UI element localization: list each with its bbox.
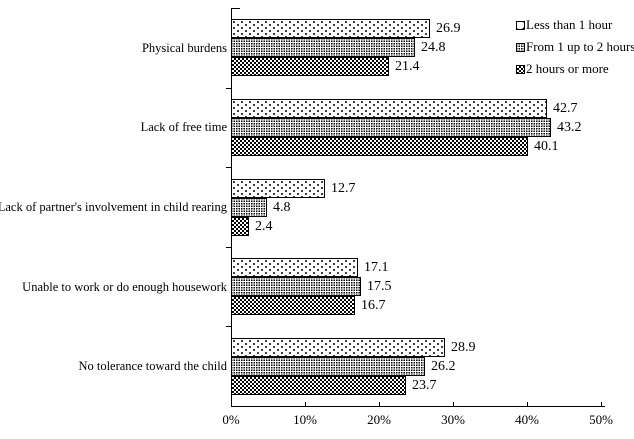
category-axis-tick (226, 167, 231, 168)
value-axis-tick (601, 402, 602, 406)
bar-from-1-up-to-2-hours (231, 357, 425, 376)
bar-value-label: 26.9 (436, 21, 461, 36)
category-label: No tolerance toward the child (78, 359, 227, 373)
bar-less-than-1-hour (231, 19, 430, 38)
bar-less-than-1-hour (231, 258, 358, 277)
bar-value-label: 12.7 (331, 181, 356, 196)
bar-value-label: 17.5 (367, 279, 392, 294)
x-tick-label: 50% (589, 412, 613, 427)
bar-value-label: 4.8 (273, 200, 291, 215)
bar-less-than-1-hour (231, 179, 325, 198)
bar-2-hours-or-more (231, 217, 249, 236)
sparse-dots-swatch-icon (516, 21, 525, 30)
category-axis-tick (231, 8, 240, 9)
bar-from-1-up-to-2-hours (231, 38, 415, 57)
bar-less-than-1-hour (231, 99, 547, 118)
category-axis-tick (226, 88, 231, 89)
bar-value-label: 42.7 (553, 101, 578, 116)
category-label: Unable to work or do enough housework (22, 280, 227, 294)
bar-value-label: 40.1 (534, 139, 559, 154)
dense-dots-swatch-icon (516, 43, 525, 52)
bar-value-label: 2.4 (255, 219, 273, 234)
bar-value-label: 23.7 (412, 378, 437, 393)
x-tick-label: 10% (293, 412, 317, 427)
bar-value-label: 17.1 (364, 260, 389, 275)
bar-from-1-up-to-2-hours (231, 118, 551, 137)
value-axis-tick (527, 402, 528, 406)
bar-2-hours-or-more (231, 137, 528, 156)
x-tick-label: 40% (515, 412, 539, 427)
bar-from-1-up-to-2-hours (231, 198, 267, 217)
bar-value-label: 26.2 (431, 359, 456, 374)
value-axis-tick (453, 402, 454, 406)
bar-value-label: 28.9 (451, 340, 476, 355)
legend-label: Less than 1 hour (526, 17, 613, 32)
category-axis-tick (226, 326, 231, 327)
bar-less-than-1-hour (231, 338, 445, 357)
value-axis-line (231, 406, 605, 407)
legend-label: From 1 up to 2 hours (526, 39, 634, 54)
bar-value-label: 16.7 (361, 298, 386, 313)
bar-2-hours-or-more (231, 376, 406, 395)
bar-value-label: 43.2 (557, 120, 582, 135)
x-tick-label: 0% (222, 412, 240, 427)
bar-value-label: 21.4 (395, 59, 420, 74)
bar-2-hours-or-more (231, 296, 355, 315)
legend-item: 2 hours or more (516, 62, 609, 76)
value-axis-tick (379, 402, 380, 406)
checker-swatch-icon (516, 65, 525, 74)
category-label: Physical burdens (141, 41, 227, 55)
legend-label: 2 hours or more (526, 61, 609, 76)
legend-item: From 1 up to 2 hours (516, 40, 634, 54)
category-label: Lack of partner's involvement in child r… (0, 200, 227, 214)
bar-from-1-up-to-2-hours (231, 277, 361, 296)
x-tick-label: 30% (441, 412, 465, 427)
legend-item: Less than 1 hour (516, 18, 612, 32)
value-axis-tick (305, 402, 306, 406)
category-axis-tick (226, 247, 231, 248)
bar-2-hours-or-more (231, 57, 389, 76)
category-label: Lack of free time (140, 120, 227, 134)
bar-value-label: 24.8 (421, 40, 446, 55)
x-tick-label: 20% (367, 412, 391, 427)
